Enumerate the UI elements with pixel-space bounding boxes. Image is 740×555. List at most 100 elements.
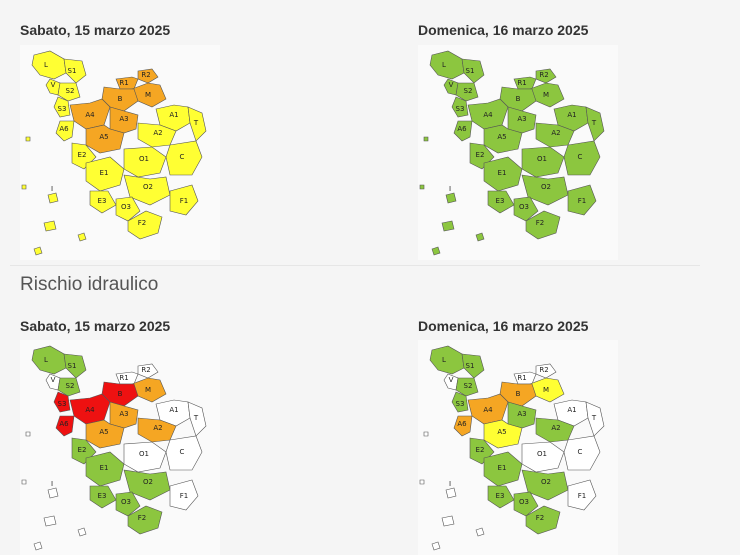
zone-label-e2: E2	[78, 446, 87, 454]
zone-label-e3: E3	[98, 197, 107, 205]
zone-label-m: M	[145, 386, 151, 394]
zone-label-f2: F2	[536, 514, 544, 522]
zone-v	[45, 78, 61, 96]
zone-v	[45, 373, 61, 391]
map-date-title: Sabato, 15 marzo 2025	[20, 22, 171, 38]
zone-label-e3: E3	[98, 492, 107, 500]
zone-label-e2: E2	[78, 151, 87, 159]
zone-f1	[567, 184, 597, 216]
zone-label-l: L	[44, 61, 48, 69]
map-date-title: Sabato, 15 marzo 2025	[20, 318, 171, 334]
zone-label-s2: S2	[66, 382, 75, 390]
zone-label-s3: S3	[58, 400, 67, 408]
zone-s1	[63, 353, 87, 379]
zone-label-r1: R1	[119, 79, 128, 87]
zone-label-e1: E1	[100, 169, 109, 177]
alert-map-criticita-sun: L S1 R2 R1 V S2 M B S3 A4 A3 A1 A6 A5 T A2 O1 C E2 E1 O2 I E3 O…	[418, 45, 618, 260]
zone-label-a6: A6	[457, 420, 467, 428]
zone-label-e2: E2	[476, 446, 485, 454]
zone-label-a2: A2	[153, 129, 162, 137]
zone-label-e1: E1	[100, 464, 109, 472]
zone-s3	[53, 391, 71, 413]
alert-map-idraulico-sat: L S1 R2 R1 V S2 M B S3 A4 A3 A1 A6 A5 T A2 O1 C E2 E1 O2 I E3 O…	[20, 340, 220, 555]
zone-a4	[69, 98, 111, 130]
zone-label-a1: A1	[567, 111, 576, 119]
island-shape	[431, 246, 441, 256]
zone-label-a3: A3	[119, 115, 128, 123]
zone-label-f2: F2	[536, 219, 544, 227]
zone-e1	[85, 451, 125, 487]
island-shape	[25, 431, 31, 437]
zone-r1	[513, 371, 537, 385]
zone-label-a5: A5	[497, 133, 506, 141]
zone-label-c: C	[578, 153, 583, 161]
zone-label-t: T	[193, 119, 199, 127]
zone-label-l: L	[442, 61, 446, 69]
zone-label-s1: S1	[68, 67, 77, 75]
island-shape	[25, 136, 31, 142]
zone-c	[563, 435, 601, 471]
island-shape	[77, 527, 87, 537]
zone-e3	[487, 190, 515, 214]
zone-s2	[57, 82, 81, 102]
zone-label-v: V	[51, 81, 56, 89]
zone-label-i: I	[449, 185, 451, 193]
zone-l	[31, 345, 67, 375]
zone-label-a3: A3	[517, 410, 526, 418]
zone-label-r1: R1	[517, 79, 526, 87]
zone-label-s2: S2	[66, 87, 75, 95]
zone-label-c: C	[180, 153, 185, 161]
island-shape	[423, 431, 429, 437]
map-date-title: Domenica, 16 marzo 2025	[418, 318, 589, 334]
zone-label-a4: A4	[85, 406, 95, 414]
zone-label-a1: A1	[169, 111, 178, 119]
zone-label-s2: S2	[464, 382, 473, 390]
zone-label-i: I	[51, 185, 53, 193]
zone-label-i: I	[449, 480, 451, 488]
zone-i	[445, 487, 457, 499]
zone-label-a2: A2	[551, 129, 560, 137]
zone-label-r2: R2	[539, 366, 548, 374]
zone-label-a1: A1	[169, 406, 178, 414]
zone-s3	[53, 96, 71, 118]
zone-label-c: C	[578, 448, 583, 456]
island-shape	[33, 246, 43, 256]
zone-a4	[467, 393, 509, 425]
zone-label-r2: R2	[141, 366, 150, 374]
zone-label-a2: A2	[551, 424, 560, 432]
zone-e1	[483, 451, 523, 487]
zone-label-o1: O1	[537, 450, 547, 458]
alert-map-idraulico-sun: L S1 R2 R1 V S2 M B S3 A4 A3 A1 A6 A5 T A2 O1 C E2 E1 O2 I E3 O…	[418, 340, 618, 555]
zone-r1	[115, 371, 139, 385]
island-shape	[33, 541, 43, 551]
zone-label-f1: F1	[578, 197, 586, 205]
island-shape	[431, 541, 441, 551]
zone-label-o2: O2	[541, 478, 551, 486]
zone-f2	[127, 210, 163, 240]
zone-label-f1: F1	[578, 492, 586, 500]
zone-label-o2: O2	[541, 183, 551, 191]
island-shape	[423, 136, 429, 142]
zone-label-v: V	[51, 376, 56, 384]
zone-label-t: T	[591, 119, 597, 127]
zone-s1	[461, 353, 485, 379]
zone-label-m: M	[543, 386, 549, 394]
island-shape	[43, 515, 57, 527]
zone-label-o3: O3	[519, 498, 529, 506]
zone-label-b: B	[516, 95, 521, 103]
zone-i	[47, 192, 59, 204]
zone-r2	[535, 363, 557, 379]
zone-label-s1: S1	[466, 362, 475, 370]
island-shape	[419, 184, 425, 190]
zone-label-a1: A1	[567, 406, 576, 414]
tuscany-map-2: L S1 R2 R1 V S2 M B S3 A4 A3 A1 A6 A5 T A2 O1 C E2 E1 O2 I E3 O…	[419, 50, 605, 256]
island-shape	[419, 479, 425, 485]
zone-a5	[85, 419, 125, 449]
zone-t	[585, 401, 605, 437]
zone-r2	[137, 363, 159, 379]
zone-e1	[85, 156, 125, 192]
zone-f2	[525, 210, 561, 240]
zone-label-f2: F2	[138, 219, 146, 227]
zone-c	[165, 140, 203, 176]
tuscany-map-3: L S1 R2 R1 V S2 M B S3 A4 A3 A1 A6 A5 T A2 O1 C E2 E1 O2 I E3 O…	[21, 345, 207, 551]
